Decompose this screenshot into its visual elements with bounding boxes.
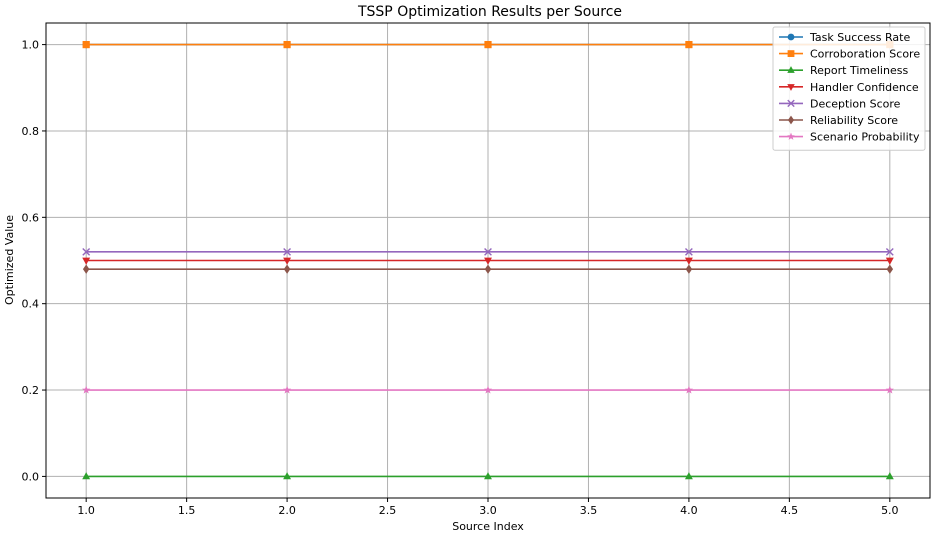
x-tick-label: 1.5 <box>178 504 196 517</box>
series-corroboration-score <box>82 40 894 49</box>
legend: Task Success Rate Corroboration Score Repo… <box>772 26 926 151</box>
data-point <box>684 385 694 394</box>
data-point <box>283 257 292 265</box>
legend-item: Task Success Rate <box>779 31 910 44</box>
x-tick-label: 5.0 <box>881 504 899 517</box>
data-point <box>787 33 795 41</box>
data-point <box>684 257 693 265</box>
data-point <box>82 385 91 394</box>
series-scenario-probability <box>82 385 894 394</box>
y-tick-label: 0.8 <box>22 125 40 138</box>
data-point <box>484 247 492 256</box>
data-point <box>82 247 91 256</box>
data-point <box>685 40 693 49</box>
x-tick-label: 2.5 <box>379 504 397 517</box>
y-tick-label: 0.2 <box>22 384 40 397</box>
data-point <box>684 472 693 480</box>
legend-label: Report Timeliness <box>810 64 908 77</box>
data-point <box>283 472 292 480</box>
y-tick-label: 0.0 <box>22 470 40 483</box>
legend-item: Reliability Score <box>779 114 898 127</box>
data-point <box>787 132 795 140</box>
legend-label: Reliability Score <box>810 114 898 127</box>
data-point <box>484 40 492 49</box>
data-point <box>283 264 291 274</box>
x-tick-label: 2.0 <box>278 504 296 517</box>
legend-box <box>772 26 926 151</box>
data-point <box>885 385 894 394</box>
x-tick-label: 4.0 <box>680 504 698 517</box>
data-point <box>787 99 795 108</box>
data-point <box>82 40 90 49</box>
data-point <box>484 264 492 274</box>
data-point <box>787 66 795 73</box>
data-point <box>82 264 90 274</box>
legend-item: Corroboration Score <box>779 48 920 61</box>
data-point <box>283 40 291 49</box>
legend-label: Task Success Rate <box>809 31 910 44</box>
data-point <box>483 385 493 394</box>
ticks: 1.0 1.5 2.0 2.5 3.0 3.5 4.0 4.5 5.0 0.0 0.2 0.4 0.6 0… <box>22 39 899 517</box>
x-axis-label: Source Index <box>452 520 524 533</box>
data-point <box>885 247 894 256</box>
legend-item: Deception Score <box>779 97 901 110</box>
series-reliability-score <box>82 264 894 274</box>
legend-item: Handler Confidence <box>779 81 919 94</box>
legend-label: Deception Score <box>810 97 901 110</box>
data-point <box>886 264 894 274</box>
data-point <box>885 257 894 265</box>
x-tick-label: 3.5 <box>580 504 598 517</box>
y-tick-label: 0.4 <box>22 298 40 311</box>
data-point <box>484 257 492 265</box>
legend-label: Handler Confidence <box>810 81 919 94</box>
legend-label: Corroboration Score <box>810 48 920 61</box>
x-tick-label: 3.0 <box>479 504 497 517</box>
data-point <box>282 385 292 394</box>
legend-label: Scenario Probability <box>810 131 920 144</box>
y-axis-label: Optimized Value <box>3 215 16 305</box>
y-tick-label: 1.0 <box>22 39 40 52</box>
x-tick-label: 1.0 <box>77 504 95 517</box>
data-point <box>787 50 795 57</box>
data-point <box>787 115 795 125</box>
chart-title: TSSP Optimization Results per Source <box>357 4 622 20</box>
data-point <box>685 264 693 274</box>
x-tick-label: 4.5 <box>781 504 799 517</box>
data-point <box>82 257 91 265</box>
data-point <box>484 472 492 480</box>
series-handler-confidence <box>82 257 894 265</box>
series-deception-score <box>82 247 894 256</box>
y-tick-label: 0.6 <box>22 211 40 224</box>
data-point <box>82 472 91 480</box>
legend-item: Scenario Probability <box>779 131 920 144</box>
data-point <box>684 247 693 256</box>
legend-item: Report Timeliness <box>779 64 908 77</box>
data-point <box>787 84 795 91</box>
series-report-timeliness <box>82 472 894 480</box>
data-point <box>885 472 894 480</box>
data-point <box>283 247 292 256</box>
